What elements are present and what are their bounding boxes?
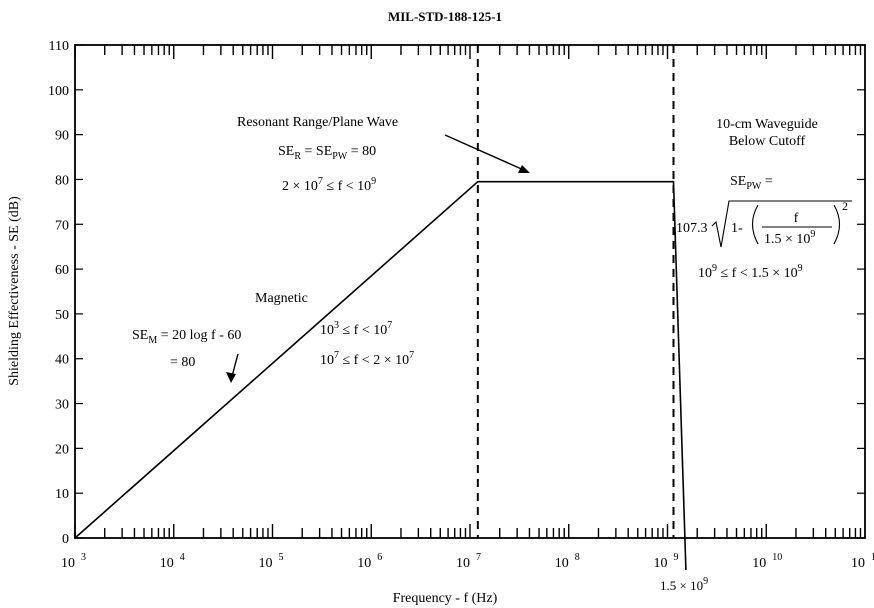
fraction-numerator: f <box>794 211 799 226</box>
x-tick-label: 10 <box>851 556 865 571</box>
x-tick-label: 10 <box>61 556 75 571</box>
chart-title: MIL-STD-188-125-1 <box>388 9 502 24</box>
resonant-equation: SER = SEPW = 80 <box>278 144 376 162</box>
waveguide-line2: Below Cutoff <box>729 134 806 149</box>
cutoff-extension <box>684 537 687 571</box>
x-tick-exponent: 4 <box>180 552 185 563</box>
magnetic-label: Magnetic <box>255 291 308 306</box>
right-paren <box>833 204 841 245</box>
y-tick-label: 110 <box>49 39 69 54</box>
y-tick-label: 10 <box>55 487 69 502</box>
x-tick-exponent: 7 <box>476 552 481 563</box>
y-axis-ticks: 0 10 20 30 40 50 60 70 80 90 100 110 <box>48 39 865 547</box>
waveguide-coefficient: 107.3 <box>676 221 708 236</box>
y-tick-label: 40 <box>55 353 69 368</box>
magnetic-range-1: 103 ≤ f < 107 <box>320 320 392 338</box>
annotation-magnetic: Magnetic SEM = 20 log f - 60 = 80 103 ≤ … <box>132 291 414 383</box>
x-tick-label: 10 <box>160 556 174 571</box>
y-axis-title: Shielding Effectiveness - SE (dB) <box>7 196 22 386</box>
resonant-arrow <box>444 134 527 172</box>
sqrt-sign <box>711 200 852 248</box>
annotation-waveguide: 10-cm Waveguide Below Cutoff SEPW = 107.… <box>676 117 852 281</box>
left-paren <box>751 204 759 245</box>
x-tick-exponent: 6 <box>377 552 382 563</box>
x-tick-label: 10 <box>456 556 470 571</box>
one-minus: 1- <box>731 221 743 236</box>
waveguide-line1: 10-cm Waveguide <box>716 117 818 132</box>
y-tick-label: 50 <box>55 308 69 323</box>
minor-ticks <box>74 45 862 538</box>
x-tick-label: 10 <box>555 556 569 571</box>
waveguide-range: 109 ≤ f < 1.5 × 109 <box>698 263 803 281</box>
magnetic-equation-line2: = 80 <box>170 355 195 370</box>
annotation-resonant: Resonant Range/Plane Wave SER = SEPW = 8… <box>237 115 530 194</box>
y-tick-label: 80 <box>55 173 69 188</box>
resonant-range: 2 × 107 ≤ f < 109 <box>282 176 376 194</box>
fraction-denominator: 1.5 × 109 <box>764 229 815 247</box>
x-tick-exponent: 5 <box>279 552 284 563</box>
x-tick-label: 10 <box>357 556 371 571</box>
magnetic-range-2: 107 ≤ f < 2 × 107 <box>320 350 414 368</box>
x-tick-exponent: 9 <box>674 552 679 563</box>
magnetic-equation: SEM = 20 log f - 60 <box>132 328 241 346</box>
y-tick-label: 20 <box>55 442 69 457</box>
cutoff-label: 1.5 × 109 <box>660 576 708 593</box>
y-tick-label: 60 <box>55 263 69 278</box>
power-two: 2 <box>842 199 848 213</box>
x-tick-label: 10 <box>752 556 766 571</box>
y-tick-label: 30 <box>55 398 69 413</box>
x-axis-ticks: 10 3 10 4 10 5 10 6 10 7 10 8 10 9 10 10 10 11 <box>61 552 874 571</box>
resonant-label: Resonant Range/Plane Wave <box>237 115 398 130</box>
x-tick-label: 10 <box>654 556 668 571</box>
y-tick-label: 70 <box>55 218 69 233</box>
series-layer <box>74 180 687 571</box>
vertical-dashed-lines <box>476 45 675 538</box>
se-curve <box>74 180 686 539</box>
x-axis-title: Frequency - f (Hz) <box>393 591 498 606</box>
x-tick-label: 10 <box>259 556 273 571</box>
x-tick-exponent: 8 <box>575 552 580 563</box>
magnetic-arrowhead <box>226 372 236 383</box>
x-tick-exponent: 11 <box>871 552 874 563</box>
x-tick-exponent: 10 <box>772 552 782 563</box>
y-tick-label: 100 <box>48 84 69 99</box>
resonant-arrowhead <box>518 165 530 173</box>
waveguide-se: SEPW = <box>730 174 773 192</box>
y-tick-label: 0 <box>62 532 69 547</box>
x-tick-exponent: 3 <box>81 552 86 563</box>
y-tick-label: 90 <box>55 129 69 144</box>
